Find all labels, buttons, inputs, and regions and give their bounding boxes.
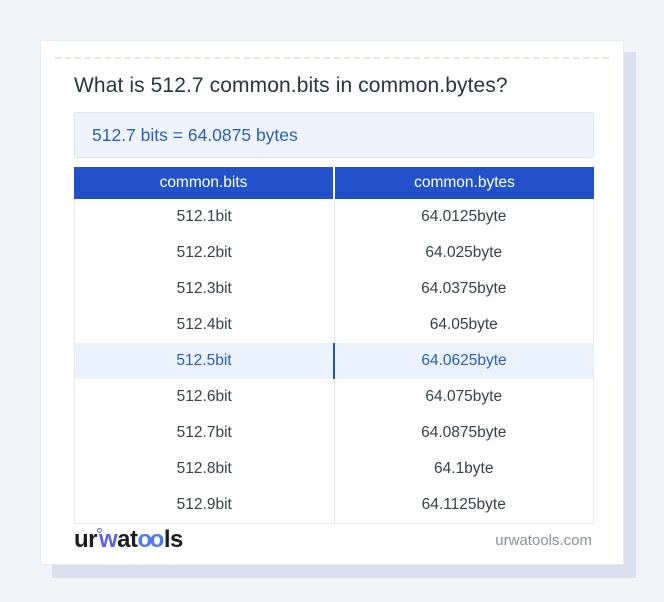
- bits-cell: 512.7bit: [75, 415, 335, 451]
- bytes-cell: 64.075byte: [425, 388, 503, 405]
- table-row-highlighted[interactable]: 512.5bit 64.0625byte: [75, 343, 593, 379]
- bits-cell: 512.5bit: [75, 343, 335, 379]
- column-header-bytes: common.bytes: [335, 167, 594, 199]
- bytes-cell: 64.1byte: [434, 460, 494, 477]
- table-row[interactable]: 512.9bit 64.1125byte: [75, 487, 593, 523]
- conversion-result-text: 512.7 bits = 64.0875 bytes: [92, 125, 298, 145]
- bytes-cell: 64.05byte: [429, 316, 498, 333]
- table-row[interactable]: 512.7bit 64.0875byte: [75, 415, 593, 451]
- bytes-cell: 64.0375byte: [421, 280, 507, 297]
- table-body: 512.1bit 64.0125byte 512.2bit 64.025byte…: [74, 199, 594, 524]
- bytes-cell: 64.0125byte: [421, 208, 507, 225]
- table-header-row: common.bits common.bytes: [74, 167, 594, 199]
- table-row[interactable]: 512.8bit 64.1byte: [75, 451, 593, 487]
- table-row[interactable]: 512.2bit 64.025byte: [75, 235, 593, 271]
- logo-oo-icon: oo: [137, 526, 165, 553]
- bits-cell: 512.6bit: [75, 379, 335, 415]
- conversion-table: common.bits common.bytes 512.1bit 64.012…: [74, 167, 594, 524]
- column-header-bits: common.bits: [74, 167, 333, 199]
- urwatools-logo[interactable]: urwatools: [74, 526, 183, 554]
- bits-cell: 512.3bit: [75, 271, 335, 307]
- bytes-cell: 64.025byte: [425, 244, 503, 261]
- logo-text-w: w: [99, 526, 118, 553]
- page-title: What is 512.7 common.bits in common.byte…: [74, 74, 508, 97]
- bits-cell: 512.4bit: [75, 307, 335, 343]
- logo-text-ur: ur: [74, 526, 98, 553]
- table-row[interactable]: 512.3bit 64.0375byte: [75, 271, 593, 307]
- bits-cell: 512.1bit: [75, 199, 335, 235]
- decorative-dashed-rule: [55, 57, 609, 59]
- bits-cell: 512.2bit: [75, 235, 335, 271]
- bits-cell: 512.9bit: [75, 487, 335, 523]
- bits-cell: 512.8bit: [75, 451, 335, 487]
- logo-text-ls: ls: [163, 526, 184, 553]
- converter-card: What is 512.7 common.bits in common.byte…: [40, 40, 624, 565]
- card-footer: urwatools urwatools.com: [41, 520, 623, 564]
- website-url[interactable]: urwatools.com: [495, 531, 592, 549]
- table-row[interactable]: 512.1bit 64.0125byte: [75, 199, 593, 235]
- conversion-result-box: 512.7 bits = 64.0875 bytes: [74, 112, 594, 158]
- logo-text-at: at: [117, 526, 138, 553]
- bytes-cell: 64.1125byte: [421, 496, 506, 513]
- logo-dot-icon: [97, 528, 102, 533]
- bytes-cell: 64.0625byte: [421, 352, 507, 369]
- bytes-cell: 64.0875byte: [421, 424, 507, 441]
- table-row[interactable]: 512.4bit 64.05byte: [75, 307, 593, 343]
- table-row[interactable]: 512.6bit 64.075byte: [75, 379, 593, 415]
